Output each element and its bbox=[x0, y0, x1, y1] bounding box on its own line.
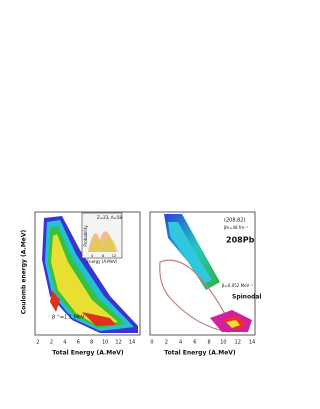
y-axis-label: Coulomb energy (A.MeV) bbox=[21, 230, 28, 315]
x-tick-label: 4 bbox=[179, 340, 182, 346]
x-tick-label: 14 bbox=[129, 340, 135, 346]
inset-y-label: Probability bbox=[83, 225, 88, 247]
inset-x-label: Energy (A.MeV) bbox=[87, 259, 118, 264]
annotation: β=0.052 MeV⁻¹ bbox=[222, 283, 253, 288]
x-tick-label: 0 bbox=[150, 340, 153, 346]
x-tick-label: 4 bbox=[91, 254, 94, 258]
annotation: β⁻¹=1.1 MeV bbox=[52, 315, 85, 321]
figure: β⁻¹=1.1 MeV Z=23, A=58 Probability Energ… bbox=[21, 211, 261, 357]
density-band bbox=[48, 226, 126, 328]
x-tick-label: 10 bbox=[102, 340, 108, 346]
x-tick-label: 12 bbox=[115, 340, 121, 346]
x-tick-label: 6 bbox=[77, 340, 80, 346]
x-tick-label: 2 bbox=[36, 340, 39, 346]
x-tick-label: 8 bbox=[102, 254, 104, 258]
x-tick-label: 2 bbox=[50, 340, 53, 346]
x-tick-label: 6 bbox=[193, 340, 196, 346]
x-tick-label: 12 bbox=[235, 340, 241, 346]
density-peak bbox=[82, 312, 116, 326]
right-heatmap: (208,82) βh=48 fm⁻¹ 208Pb Spinodal β=0.0… bbox=[149, 211, 261, 357]
inset: Z=23, A=58 Probability Energy (A.MeV) bbox=[81, 212, 122, 264]
nucleus-label: 208Pb bbox=[226, 236, 255, 245]
density-band bbox=[51, 234, 118, 325]
x-tick-label: 8 bbox=[90, 340, 93, 346]
inset-title: Z=23, A=58 bbox=[97, 215, 122, 220]
x-tick-label: 10 bbox=[220, 340, 226, 346]
x-axis-label: Total Energy (A.MeV) bbox=[52, 350, 124, 357]
x-tick-label: 4 bbox=[63, 340, 66, 346]
density-peak bbox=[50, 290, 60, 312]
x-tick-label: 8 bbox=[208, 340, 211, 346]
density-band bbox=[168, 222, 212, 284]
system-label: (208,82) bbox=[224, 218, 245, 224]
region-label: Spinodal bbox=[232, 294, 261, 301]
subtitle: βh=48 fm⁻¹ bbox=[224, 225, 248, 230]
x-tick-label: 14 bbox=[249, 340, 255, 346]
spinodal-contour bbox=[159, 259, 246, 333]
x-tick-label: 2 bbox=[165, 340, 168, 346]
left-heatmap: β⁻¹=1.1 MeV Z=23, A=58 Probability Energ… bbox=[21, 211, 141, 357]
x-tick-label: 12 bbox=[112, 254, 116, 258]
density-peak bbox=[226, 320, 240, 328]
x-axis-label: Total Energy (A.MeV) bbox=[164, 350, 236, 357]
